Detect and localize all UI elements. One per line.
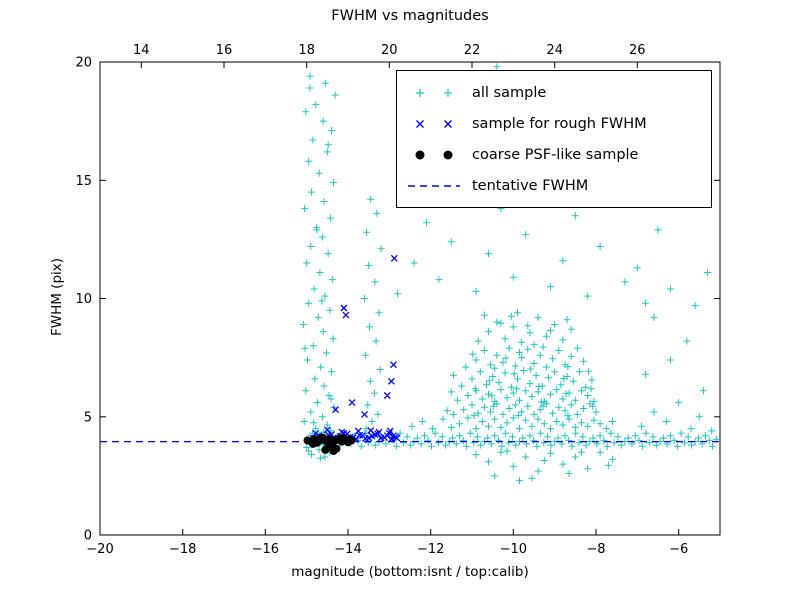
x-axis-label: magnitude (bottom:isnt / top:calib)	[291, 564, 529, 580]
x-tick-label: −20	[86, 542, 113, 557]
y-axis-label: FWHM (pix)	[49, 257, 65, 337]
x-tick-label: −6	[669, 542, 688, 557]
legend-label: coarse PSF-like sample	[472, 146, 639, 163]
legend-item-tentative-fwhm: tentative FWHM	[405, 170, 703, 201]
top-tick-label: 18	[298, 43, 315, 58]
x-tick-label: −8	[586, 542, 605, 557]
y-tick-label: 20	[75, 56, 92, 71]
legend-label: all sample	[472, 84, 547, 101]
legend: all sample sample for rough FWHM coarse …	[396, 70, 712, 208]
top-tick-label: 24	[546, 43, 563, 58]
x-tick-label: −12	[417, 542, 444, 557]
x-tick-label: −10	[500, 542, 527, 557]
x-tick-label: −18	[169, 542, 196, 557]
tick-labels: −20 −18 −16 −14 −12 −10 −8 −6 14 16 18 20 22 24 26 0 5 10…	[75, 43, 688, 557]
x-marker-icon	[416, 119, 452, 128]
chart-title: FWHM vs magnitudes	[331, 8, 489, 24]
legend-item-all-sample: all sample	[405, 77, 703, 108]
top-tick-label: 14	[133, 43, 150, 58]
series-coarse-psf-like-sample	[303, 433, 356, 455]
x-tick-label: −16	[252, 542, 279, 557]
y-tick-label: 5	[84, 410, 92, 425]
dashed-line-icon	[408, 184, 460, 187]
plus-marker-icon	[416, 88, 452, 97]
legend-item-rough-fwhm: sample for rough FWHM	[405, 108, 703, 139]
y-tick-label: 0	[84, 529, 92, 544]
legend-label: tentative FWHM	[472, 177, 589, 194]
axis-ticks	[99, 61, 720, 536]
top-tick-label: 22	[464, 43, 481, 58]
y-tick-label: 15	[75, 174, 92, 189]
legend-label: sample for rough FWHM	[472, 115, 647, 132]
x-tick-label: −14	[334, 542, 361, 557]
top-tick-label: 20	[381, 43, 398, 58]
dot-marker-icon	[415, 150, 453, 159]
top-tick-label: 16	[216, 43, 233, 58]
top-tick-label: 26	[629, 43, 646, 58]
y-tick-label: 10	[75, 292, 92, 307]
legend-item-psf-sample: coarse PSF-like sample	[405, 139, 703, 170]
